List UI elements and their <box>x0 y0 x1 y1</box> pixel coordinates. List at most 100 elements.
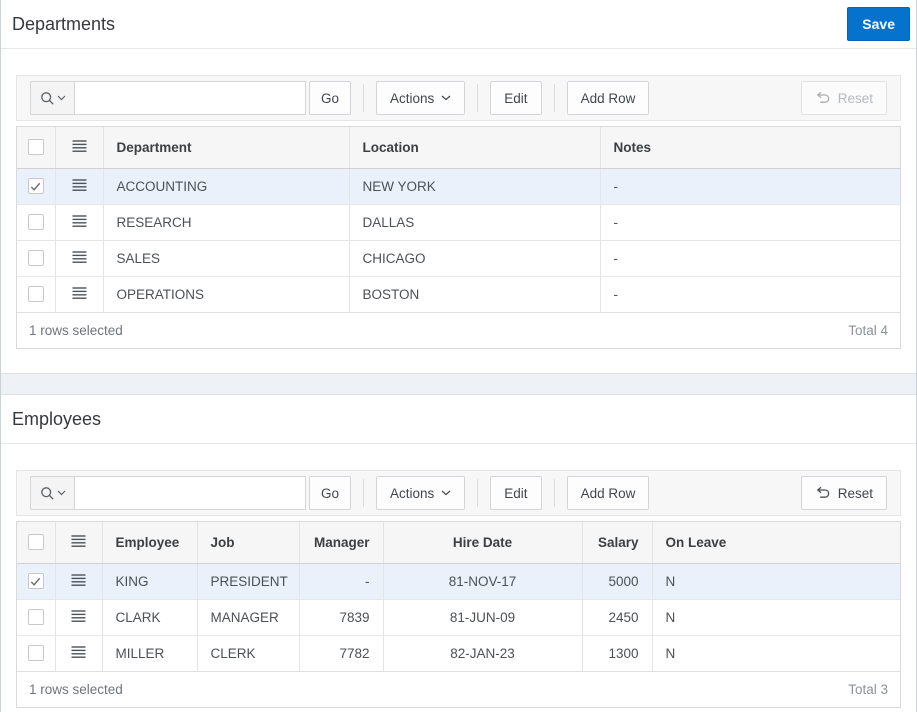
departments-region-body: Go Actions Edit Add Row <box>1 49 916 373</box>
grid-cell[interactable]: N <box>652 599 900 636</box>
column-header-department[interactable]: Department <box>103 127 350 169</box>
grid-cell[interactable]: ACCOUNTING <box>103 168 350 205</box>
select-all-header[interactable] <box>17 127 56 169</box>
row-select-cell[interactable] <box>17 563 56 600</box>
grid-cell[interactable]: 81-NOV-17 <box>383 563 583 600</box>
grid-cell[interactable]: - <box>600 276 900 312</box>
table-row[interactable]: CLARK MANAGER 7839 81-JUN-09 2450 N <box>17 599 900 636</box>
row-menu-cell[interactable] <box>55 635 103 671</box>
column-header-hire-date[interactable]: Hire Date <box>383 522 583 564</box>
row-checkbox[interactable] <box>27 178 44 195</box>
grid-cell[interactable]: OPERATIONS <box>103 276 350 312</box>
grid-cell[interactable]: 1300 <box>582 635 653 671</box>
row-select-cell[interactable] <box>17 276 56 312</box>
column-header-location[interactable]: Location <box>349 127 601 169</box>
grid-cell[interactable]: - <box>600 204 900 241</box>
row-select-cell[interactable] <box>17 204 56 241</box>
departments-search-group: Go <box>30 81 352 115</box>
grid-cell[interactable]: N <box>652 635 900 671</box>
grid-cell[interactable]: CHICAGO <box>349 240 601 277</box>
table-row[interactable]: RESEARCH DALLAS - <box>17 204 900 241</box>
departments-grid-footer: 1 rows selected Total 4 <box>17 312 900 348</box>
actions-menu-button[interactable]: Actions <box>376 81 466 115</box>
search-input[interactable] <box>75 81 306 115</box>
grid-cell[interactable]: DALLAS <box>349 204 601 241</box>
grid-cell[interactable]: SALES <box>103 240 350 277</box>
table-row[interactable]: SALES CHICAGO - <box>17 240 900 277</box>
grid-cell[interactable]: 5000 <box>582 563 653 600</box>
row-menu-cell[interactable] <box>55 240 104 277</box>
column-header-job[interactable]: Job <box>197 522 300 564</box>
chevron-down-icon <box>57 95 66 101</box>
actions-menu-button[interactable]: Actions <box>376 476 466 510</box>
grid-cell[interactable]: N <box>652 563 900 600</box>
grid-cell[interactable]: - <box>600 168 900 205</box>
column-menu-header[interactable] <box>55 522 103 564</box>
grid-cell[interactable]: - <box>299 563 384 600</box>
column-header-employee[interactable]: Employee <box>102 522 198 564</box>
row-menu-cell[interactable] <box>55 563 103 600</box>
grid-cell[interactable]: NEW YORK <box>349 168 601 205</box>
row-checkbox[interactable] <box>27 286 44 303</box>
grid-cell[interactable]: CLERK <box>197 635 300 671</box>
chevron-down-icon <box>441 95 451 101</box>
go-button[interactable]: Go <box>309 81 352 115</box>
add-row-button[interactable]: Add Row <box>566 476 650 510</box>
row-checkbox[interactable] <box>27 609 44 626</box>
row-menu-cell[interactable] <box>55 204 104 241</box>
grid-cell[interactable]: KING <box>102 563 198 600</box>
row-checkbox[interactable] <box>27 573 44 590</box>
row-checkbox[interactable] <box>27 214 44 231</box>
search-options-button[interactable] <box>30 476 75 510</box>
grid-cell[interactable]: 7839 <box>299 599 384 636</box>
grid-cell[interactable]: PRESIDENT <box>197 563 300 600</box>
row-checkbox[interactable] <box>27 250 44 267</box>
column-header-notes[interactable]: Notes <box>600 127 900 169</box>
row-menu-icon[interactable] <box>70 573 87 587</box>
grid-cell[interactable]: - <box>600 240 900 277</box>
edit-button[interactable]: Edit <box>490 81 542 115</box>
grid-cell[interactable]: MILLER <box>102 635 198 671</box>
grid-cell[interactable]: RESEARCH <box>103 204 350 241</box>
select-all-checkbox[interactable] <box>27 139 44 156</box>
row-menu-icon[interactable] <box>71 286 88 300</box>
column-header-manager[interactable]: Manager <box>299 522 384 564</box>
row-select-cell[interactable] <box>17 168 56 205</box>
save-button[interactable]: Save <box>847 7 910 41</box>
row-menu-icon[interactable] <box>71 214 88 228</box>
grid-cell[interactable]: BOSTON <box>349 276 601 312</box>
row-menu-icon[interactable] <box>70 645 87 659</box>
table-row[interactable]: ACCOUNTING NEW YORK - <box>17 168 900 205</box>
row-menu-cell[interactable] <box>55 168 104 205</box>
row-select-cell[interactable] <box>17 635 56 671</box>
grid-cell[interactable]: CLARK <box>102 599 198 636</box>
row-menu-icon[interactable] <box>71 178 88 192</box>
row-select-cell[interactable] <box>17 240 56 277</box>
reset-button[interactable]: Reset <box>800 476 887 510</box>
table-row[interactable]: KING PRESIDENT -81-NOV-17 5000 N <box>17 563 900 600</box>
row-menu-icon[interactable] <box>70 609 87 623</box>
search-input[interactable] <box>75 476 306 510</box>
select-all-checkbox[interactable] <box>27 534 44 551</box>
table-row[interactable]: MILLER CLERK 7782 82-JAN-23 1300 N <box>17 635 900 671</box>
grid-cell[interactable]: 82-JAN-23 <box>383 635 583 671</box>
column-header-on-leave[interactable]: On Leave <box>652 522 900 564</box>
add-row-button[interactable]: Add Row <box>566 81 650 115</box>
grid-cell[interactable]: 81-JUN-09 <box>383 599 583 636</box>
row-checkbox[interactable] <box>27 645 44 662</box>
grid-cell[interactable]: 2450 <box>582 599 653 636</box>
row-select-cell[interactable] <box>17 599 56 636</box>
column-header-salary[interactable]: Salary <box>582 522 653 564</box>
search-options-button[interactable] <box>30 81 75 115</box>
row-menu-cell[interactable] <box>55 599 103 636</box>
grid-cell[interactable]: MANAGER <box>197 599 300 636</box>
employees-grid: Employee Job Manager Hire Date Salary On Leav… <box>16 521 901 708</box>
edit-button[interactable]: Edit <box>490 476 542 510</box>
select-all-header[interactable] <box>17 522 56 564</box>
go-button[interactable]: Go <box>309 476 352 510</box>
grid-cell[interactable]: 7782 <box>299 635 384 671</box>
row-menu-icon[interactable] <box>71 250 88 264</box>
table-row[interactable]: OPERATIONS BOSTON - <box>17 276 900 312</box>
column-menu-header[interactable] <box>55 127 104 169</box>
row-menu-cell[interactable] <box>55 276 104 312</box>
